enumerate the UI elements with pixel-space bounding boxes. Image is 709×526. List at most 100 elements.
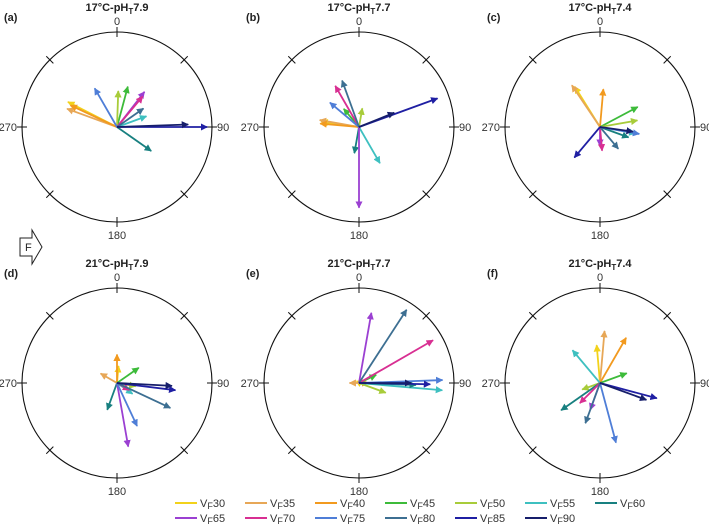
panel-title: 17°C-pHT7.4: [568, 2, 632, 16]
vector-arrow-50: [114, 90, 122, 128]
legend-label: VF55: [550, 498, 575, 511]
direction-label: 90: [459, 122, 471, 134]
vector-arrow-70: [116, 95, 144, 128]
vector-arrow-90: [116, 121, 189, 129]
direction-label: 0: [597, 272, 603, 284]
vector-arrow-40: [69, 104, 118, 128]
direction-label: 0: [114, 272, 120, 284]
legend-label: VF35: [270, 498, 295, 511]
vector-arrow-65: [358, 312, 374, 384]
vector-arrow-65: [116, 382, 131, 448]
legend-item: VF85: [455, 513, 505, 526]
legend-label: VF90: [550, 513, 575, 526]
direction-label: 270: [482, 378, 500, 390]
direction-label: 180: [108, 230, 126, 242]
vector-arrow-75: [116, 382, 138, 427]
polar-tick: [663, 55, 672, 64]
vector-arrow-45: [116, 85, 130, 128]
legend-item: VF60: [595, 498, 645, 511]
vector-arrow-80: [340, 79, 360, 128]
legend-label: VF30: [200, 498, 225, 511]
direction-label: 270: [0, 122, 17, 134]
polar-panel: (b) 17°C-pHT7.70 90 180 270: [241, 2, 472, 242]
direction-label: 270: [241, 378, 259, 390]
legend-item: VF50: [455, 498, 505, 511]
polar-tick: [45, 446, 54, 455]
panel-title: 21°C-pHT7.9: [85, 258, 148, 272]
direction-label: 0: [114, 16, 120, 28]
panels: (a)17°C-pHT7.9090180270(b)17°C-pHT7.7090…: [0, 2, 709, 498]
panel-title: 21°C-pHT7.7: [327, 258, 390, 272]
panel-title: 17°C-pHT7.9: [85, 2, 148, 16]
legend-label: VF60: [620, 498, 645, 511]
direction-label: 0: [356, 272, 362, 284]
vector-arrow-70: [579, 382, 601, 404]
direction-label: 180: [350, 486, 368, 498]
polar-tick: [287, 190, 296, 199]
legend-label: VF45: [410, 498, 435, 511]
polar-tick: [528, 311, 537, 320]
panel-letter: (f): [487, 268, 498, 280]
panel-letter: (d): [4, 268, 18, 280]
polar-panel: (e) 21°C-pHT7.70 90 180 270: [241, 258, 472, 498]
polar-tick: [528, 446, 537, 455]
vector-arrow-90: [599, 382, 648, 402]
vector-arrow-85: [573, 126, 601, 159]
polar-tick: [422, 446, 431, 455]
polar-tick: [422, 190, 431, 199]
panel-letter: (c): [487, 12, 501, 24]
direction-label: 90: [700, 122, 709, 134]
direction-label: 270: [241, 122, 259, 134]
direction-label: 180: [591, 486, 609, 498]
legend-item: VF70: [245, 513, 295, 526]
polar-tick: [422, 55, 431, 64]
panel-letter: (a): [4, 12, 18, 24]
legend-item: VF65: [175, 513, 225, 526]
vector-arrow-80: [116, 107, 145, 128]
legend-item: VF75: [315, 513, 365, 526]
direction-label: 90: [700, 378, 709, 390]
vector-arrow-40: [319, 120, 360, 128]
vector-arrow-70: [597, 126, 606, 152]
polar-tick: [663, 446, 672, 455]
vector-arrow-35: [571, 84, 601, 128]
legend-item: VF45: [385, 498, 435, 511]
polar-panel: (d) 21°C-pHT7.90 90 180 270: [0, 258, 229, 498]
legend-label: VF70: [270, 513, 295, 526]
flow-arrow-icon: [19, 228, 43, 266]
legend-item: VF90: [525, 513, 575, 526]
vector-arrow-60: [106, 382, 118, 411]
vector-arrow-50: [357, 107, 365, 128]
vector-arrow-80: [599, 126, 620, 150]
polar-tick: [287, 446, 296, 455]
legend-label: VF80: [410, 513, 435, 526]
vector-arrow-70: [358, 339, 434, 384]
direction-label: 90: [217, 122, 229, 134]
vector-arrow-40: [599, 88, 607, 128]
vector-arrow-70: [334, 85, 360, 128]
vector-arrow-90: [358, 111, 395, 128]
legend-label: VF75: [340, 513, 365, 526]
direction-label: 180: [591, 230, 609, 242]
polar-tick: [287, 311, 296, 320]
polar-tick: [180, 190, 189, 199]
vector-arrow-55: [116, 115, 148, 128]
polar-tick: [180, 446, 189, 455]
direction-label: 180: [108, 486, 126, 498]
legend-item: VF30: [175, 498, 225, 511]
direction-label: 270: [482, 122, 500, 134]
panel-title: 17°C-pHT7.7: [327, 2, 390, 16]
legend-item: VF80: [385, 513, 435, 526]
polar-tick: [663, 190, 672, 199]
vector-arrow-75: [599, 382, 618, 444]
polar-panel: (c) 17°C-pHT7.40 90 180 270: [482, 2, 709, 242]
polar-tick: [45, 311, 54, 320]
direction-label: 90: [217, 378, 229, 390]
polar-tick: [528, 190, 537, 199]
legend: VF30 VF35 VF40 VF45 VF50 VF55 VF60 VF65 VF70 VF75…: [175, 498, 645, 526]
legend-label: VF65: [200, 513, 225, 526]
vector-arrow-35: [599, 330, 608, 384]
vector-arrow-90: [116, 381, 173, 390]
polar-tick: [45, 190, 54, 199]
legend-item: VF55: [525, 498, 575, 511]
